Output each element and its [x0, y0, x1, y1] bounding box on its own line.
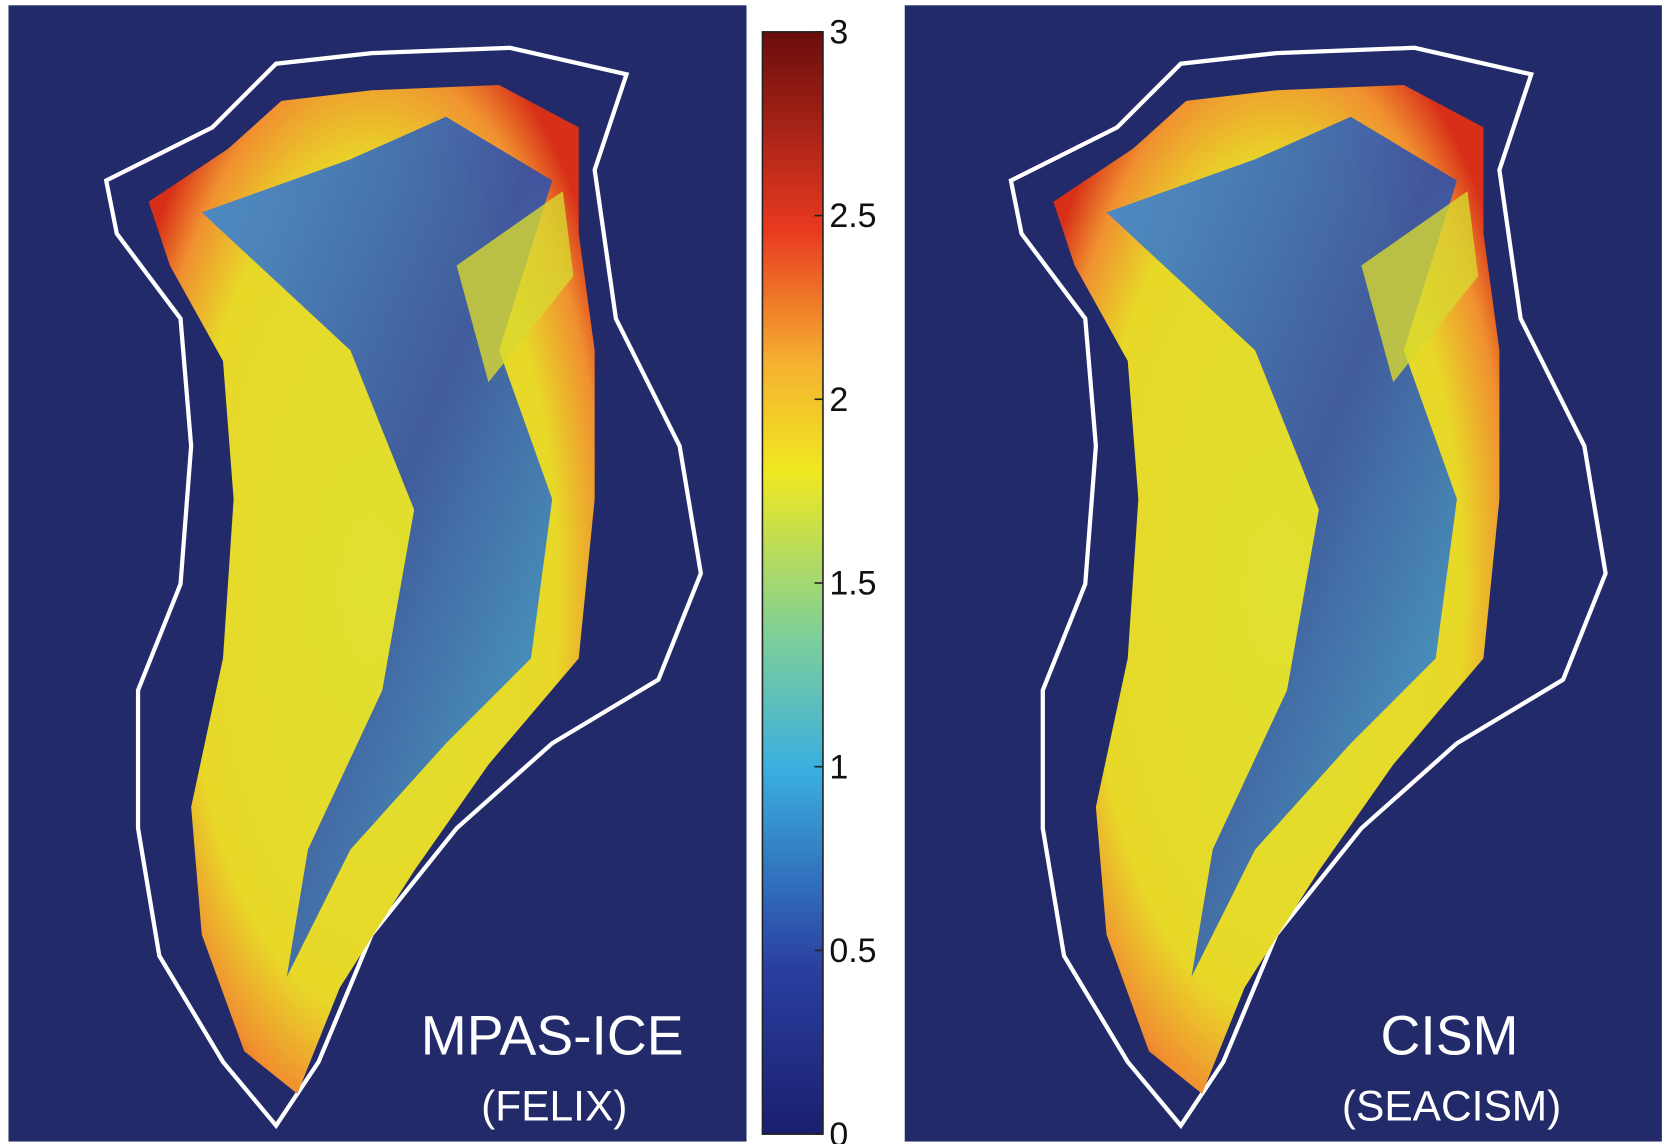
colorbar-tick-label: 0.5	[829, 932, 876, 970]
colorbar-tick-label: 2	[829, 381, 848, 419]
panel-label: MPAS-ICE	[421, 1004, 684, 1066]
figure: MPAS-ICE (FELIX) CISM (SEACISM) 0 0.5 1 1.5…	[0, 0, 1665, 1144]
panel-sublabel: (SEACISM)	[1342, 1082, 1561, 1129]
panel-label: CISM	[1380, 1004, 1518, 1066]
page: {"panels": [ {"label": "MPAS-ICE", "subl…	[0, 0, 1665, 1144]
colorbar-tick-label: 0	[829, 1116, 848, 1144]
colorbar-tick-label: 1	[829, 748, 848, 786]
colorbar-axis: 0 0.5 1 1.5 2 2.5 3	[814, 14, 876, 1144]
panel-sublabel: (FELIX)	[481, 1082, 627, 1129]
colorbar	[762, 32, 823, 1134]
colorbar-tick-label: 1.5	[829, 565, 876, 603]
colorbar-tick-label: 2.5	[829, 197, 876, 235]
colorbar-tick-label: 3	[829, 14, 848, 52]
